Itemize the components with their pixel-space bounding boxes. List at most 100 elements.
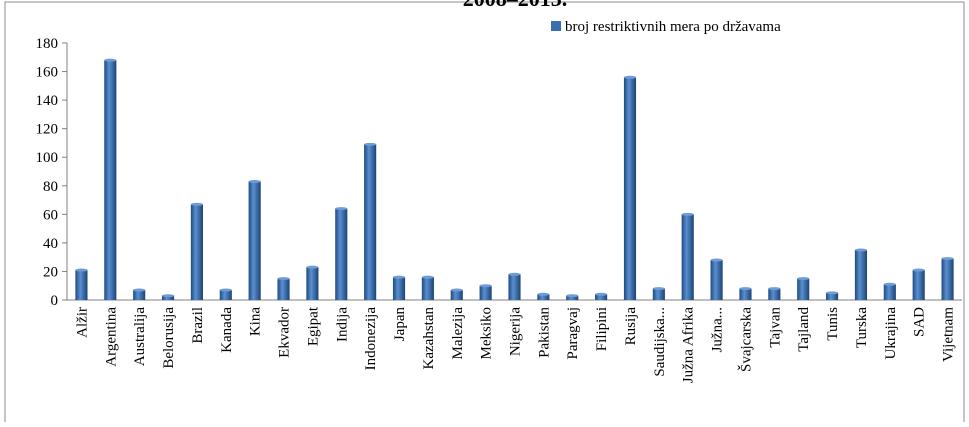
bar-cap bbox=[277, 277, 290, 281]
bar-cap bbox=[75, 268, 88, 272]
x-category-label: Turska bbox=[854, 307, 870, 348]
y-tick-label: 160 bbox=[36, 65, 59, 81]
bar-ukrajina bbox=[883, 284, 896, 300]
bar-cap bbox=[248, 179, 261, 183]
x-category-label: Kazahstan bbox=[421, 307, 437, 370]
bar-cap bbox=[739, 287, 752, 291]
bar-filipini bbox=[595, 294, 608, 300]
y-axis-ticks: 0 20 40 60 80 100 120 140 160 180 bbox=[36, 36, 67, 309]
x-category-label: Saudijska... bbox=[652, 307, 668, 377]
bar-sad bbox=[912, 270, 925, 300]
x-category-label: Tajvan bbox=[767, 307, 783, 348]
x-category-label: Argentina bbox=[103, 307, 119, 367]
bars-group bbox=[75, 58, 954, 301]
bar-nigerija bbox=[508, 274, 521, 300]
x-category-label: Alžir bbox=[74, 307, 90, 338]
bar-cap bbox=[797, 277, 810, 281]
bar-indija bbox=[335, 208, 348, 300]
bar-brazil bbox=[190, 204, 203, 300]
bar-cap bbox=[190, 202, 203, 206]
bar-cap bbox=[595, 292, 608, 296]
y-tick-label: 100 bbox=[36, 150, 59, 166]
y-tick-label: 180 bbox=[36, 36, 59, 52]
x-category-label: Australija bbox=[132, 307, 148, 366]
bar-cap bbox=[450, 288, 463, 292]
legend-swatch bbox=[551, 21, 561, 31]
x-category-label: Ukrajina bbox=[883, 307, 899, 360]
bar-cap bbox=[681, 212, 694, 216]
bar-pakistan bbox=[537, 294, 550, 300]
bar-kina bbox=[248, 181, 261, 300]
bar-tajvan bbox=[768, 288, 781, 300]
bar-kazahstan bbox=[421, 277, 434, 300]
bar-belorusija bbox=[161, 295, 175, 300]
bar-tunis bbox=[826, 292, 839, 300]
bar-argentina bbox=[104, 60, 117, 301]
x-category-label: Nigerija bbox=[508, 307, 524, 356]
chart-border bbox=[4, 1, 965, 427]
bar-cap bbox=[104, 58, 117, 62]
x-category-label: Rusija bbox=[623, 307, 639, 346]
x-category-label: Tunis bbox=[825, 307, 841, 341]
bar-cap bbox=[912, 268, 925, 272]
x-category-label: Kina bbox=[248, 307, 264, 337]
bar-cap bbox=[623, 75, 637, 79]
bar-australija bbox=[133, 290, 146, 300]
bar-cap bbox=[421, 275, 434, 279]
y-tick-label: 80 bbox=[43, 179, 58, 195]
x-category-label: Kanada bbox=[219, 307, 235, 353]
bar-cap bbox=[306, 265, 319, 269]
y-tick-label: 40 bbox=[43, 236, 58, 252]
bar-cap bbox=[566, 294, 579, 298]
bar-cap bbox=[133, 288, 146, 292]
legend: broj restriktivnih mera po državama bbox=[551, 19, 781, 35]
bar-vijetnam bbox=[941, 258, 954, 300]
bar-cap bbox=[854, 248, 868, 252]
x-category-label: Meksiko bbox=[479, 307, 495, 360]
bar-alžir bbox=[75, 270, 88, 300]
bar-japan bbox=[392, 277, 406, 300]
x-category-label: Egipat bbox=[305, 306, 321, 346]
x-category-label: Južna... bbox=[710, 307, 726, 352]
bar-indonezija bbox=[364, 144, 377, 300]
x-category-label: Pakistan bbox=[536, 307, 552, 358]
bar-cap bbox=[335, 207, 348, 211]
y-tick-label: 120 bbox=[36, 122, 59, 138]
bar-cap bbox=[161, 294, 175, 298]
x-category-label: Tajland bbox=[796, 307, 812, 352]
bar-cap bbox=[508, 272, 521, 276]
bar-cap bbox=[768, 287, 781, 291]
bar-rusija bbox=[623, 77, 637, 301]
bar-cap bbox=[392, 275, 406, 279]
legend-label: broj restriktivnih mera po državama bbox=[565, 19, 781, 35]
bar-egipat bbox=[306, 267, 319, 300]
y-tick-label: 20 bbox=[43, 264, 58, 280]
x-category-label: Južna Afrika bbox=[681, 307, 697, 384]
bar-meksiko bbox=[479, 285, 492, 300]
x-category-label: SAD bbox=[912, 307, 928, 337]
x-category-label: Indija bbox=[334, 307, 350, 342]
bar-cap bbox=[652, 287, 665, 291]
bar-cap bbox=[883, 282, 896, 286]
chart-heading-fragment: 2008–2013. bbox=[463, 0, 568, 11]
x-category-label: Japan bbox=[392, 307, 408, 342]
bar-cap bbox=[479, 284, 492, 288]
bar-paragvaj bbox=[566, 295, 579, 300]
bar-južna bbox=[710, 260, 723, 300]
x-category-label: Indonezija bbox=[363, 307, 379, 371]
bar-švajcarska bbox=[739, 288, 752, 300]
x-category-label: Belorusija bbox=[161, 307, 177, 369]
bar-ekvador bbox=[277, 278, 290, 300]
bar-cap bbox=[219, 288, 232, 292]
bar-kanada bbox=[219, 290, 232, 300]
bar-cap bbox=[364, 142, 377, 146]
bar-cap bbox=[941, 257, 954, 261]
x-category-label: Vijetnam bbox=[941, 307, 957, 362]
x-category-label: Švajcarska bbox=[737, 307, 754, 372]
x-category-label: Ekvador bbox=[277, 307, 293, 358]
y-tick-label: 140 bbox=[36, 93, 59, 109]
bar-turska bbox=[854, 250, 868, 300]
x-category-label: Brazil bbox=[190, 307, 206, 344]
x-axis-labels: Alžir Argentina Australija Belorusija Brazil… bbox=[74, 306, 956, 383]
